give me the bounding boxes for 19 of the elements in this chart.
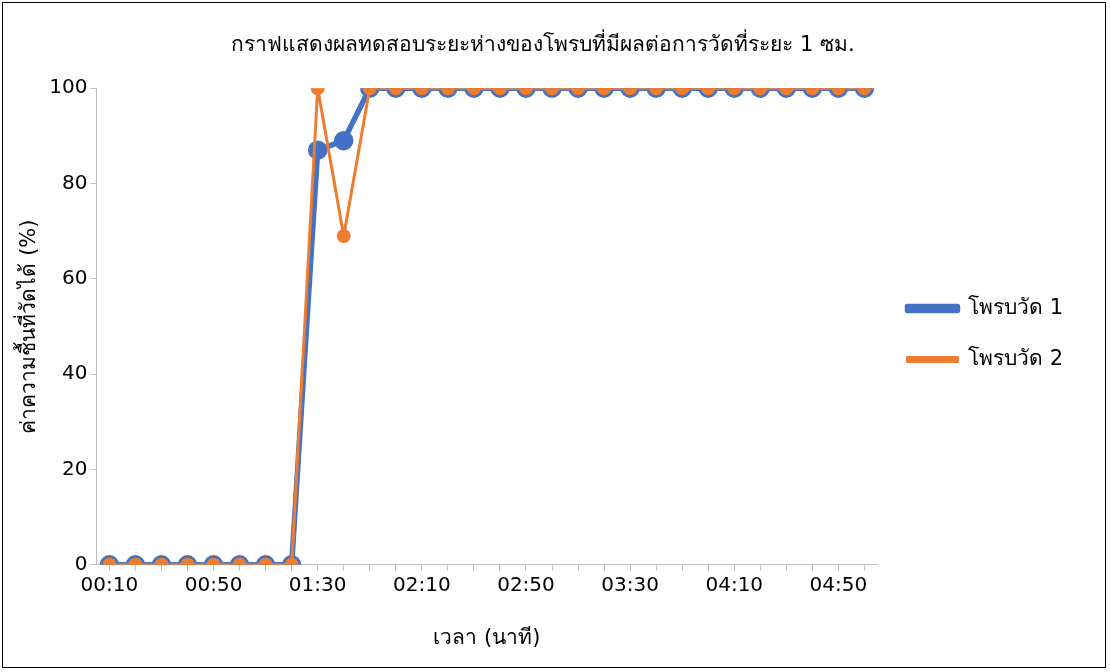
x-tick-label: 02:10 xyxy=(393,572,451,596)
y-tick-label: 20 xyxy=(61,455,88,480)
x-tick-label: 03:30 xyxy=(601,572,659,596)
chart-title: กราฟแสดงผลทดสอบระยะห่างของโพรบที่มีผลต่อการวัดที่ระยะ 1 ซม. xyxy=(231,29,855,57)
y-axis-title: ค่าความชื้นที่วัดได้ (%) xyxy=(13,219,41,434)
x-tick-label: 02:50 xyxy=(497,572,555,596)
x-tick-label: 00:10 xyxy=(80,572,139,596)
y-tick-label: 0 xyxy=(74,551,88,575)
legend-label: โพรบวัด 1 xyxy=(967,294,1064,319)
x-tick-label: 04:10 xyxy=(705,572,764,596)
x-axis-title: เวลา (นาที) xyxy=(433,624,541,649)
legend-label: โพรบวัด 2 xyxy=(967,345,1064,370)
y-tick-label: 60 xyxy=(61,265,88,290)
y-tick-label: 80 xyxy=(61,169,88,194)
y-tick-label: 40 xyxy=(61,360,88,385)
x-tick-label: 01:30 xyxy=(288,572,347,596)
x-tick-label: 00:50 xyxy=(184,572,243,596)
y-tick-label: 100 xyxy=(49,74,88,99)
x-tick-label: 04:50 xyxy=(809,572,868,596)
